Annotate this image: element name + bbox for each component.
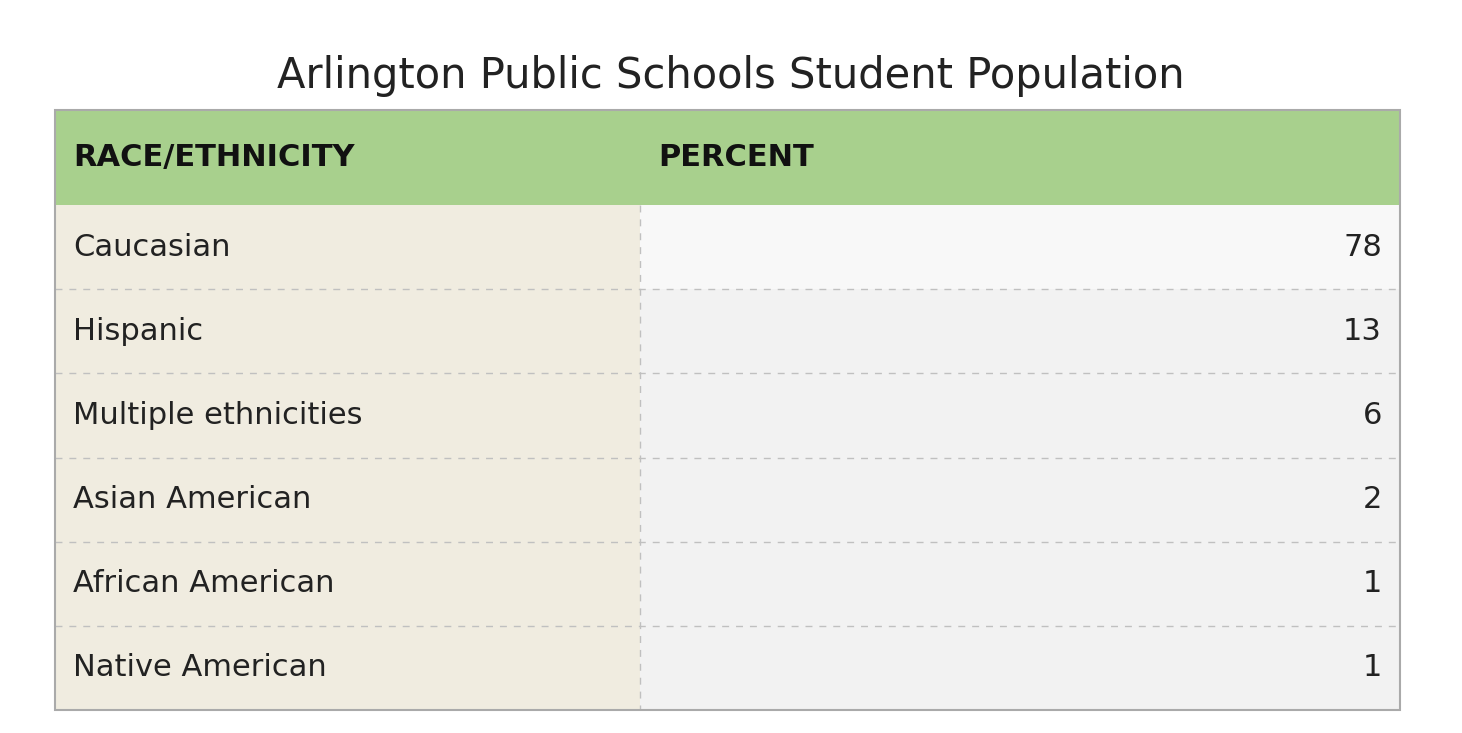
Text: Hispanic: Hispanic: [73, 317, 203, 346]
Bar: [56, 626, 640, 710]
Text: 1: 1: [1363, 653, 1382, 682]
Text: 13: 13: [1344, 317, 1382, 346]
Bar: [56, 457, 640, 542]
Text: 2: 2: [1363, 485, 1382, 514]
Bar: [56, 289, 640, 373]
Bar: [640, 626, 1401, 710]
Bar: [56, 110, 1401, 205]
Bar: [640, 542, 1401, 626]
Text: Multiple ethnicities: Multiple ethnicities: [73, 401, 363, 430]
Bar: [56, 542, 640, 626]
Text: PERCENT: PERCENT: [658, 143, 814, 172]
Text: African American: African American: [73, 570, 335, 598]
Text: Arlington Public Schools Student Population: Arlington Public Schools Student Populat…: [278, 55, 1184, 97]
Text: RACE/ETHNICITY: RACE/ETHNICITY: [73, 143, 354, 172]
Bar: [56, 205, 640, 289]
Bar: [56, 110, 1401, 710]
Bar: [640, 457, 1401, 542]
Text: 78: 78: [1344, 232, 1382, 262]
Text: 6: 6: [1363, 401, 1382, 430]
Text: Native American: Native American: [73, 653, 326, 682]
Bar: [640, 205, 1401, 289]
Text: 1: 1: [1363, 570, 1382, 598]
Bar: [640, 289, 1401, 373]
Text: Asian American: Asian American: [73, 485, 311, 514]
Text: Caucasian: Caucasian: [73, 232, 231, 262]
Bar: [640, 373, 1401, 457]
Bar: [56, 373, 640, 457]
